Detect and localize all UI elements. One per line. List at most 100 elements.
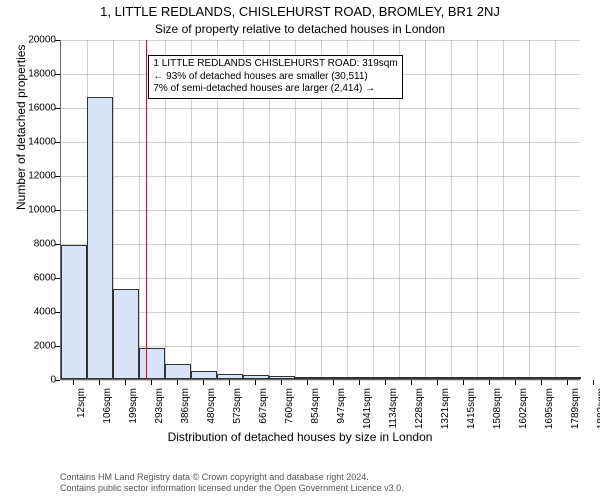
grid-line-v (451, 40, 452, 379)
y-tick-label: 6000 (34, 273, 56, 284)
histogram-bar (139, 348, 165, 379)
x-tick-label: 199sqm (128, 388, 139, 424)
x-tick-label: 667sqm (258, 388, 269, 424)
y-tick-mark (55, 74, 60, 75)
grid-line-v (477, 40, 478, 379)
x-tick-mark (489, 380, 490, 385)
page-subtitle: Size of property relative to detached ho… (0, 22, 600, 36)
y-tick-label: 14000 (28, 137, 56, 148)
y-tick-mark (55, 108, 60, 109)
y-tick-mark (55, 278, 60, 279)
histogram-bar (165, 364, 191, 379)
histogram-bar (399, 377, 425, 379)
x-tick-mark (177, 380, 178, 385)
x-tick-mark (203, 380, 204, 385)
x-axis-label: Distribution of detached houses by size … (0, 430, 600, 444)
y-tick-label: 20000 (28, 35, 56, 46)
grid-line-h (61, 380, 580, 381)
x-tick-mark (411, 380, 412, 385)
y-tick-mark (55, 142, 60, 143)
x-tick-mark (125, 380, 126, 385)
x-tick-label: 480sqm (206, 388, 217, 424)
x-tick-mark (515, 380, 516, 385)
x-tick-label: 1602sqm (518, 388, 529, 429)
x-tick-mark (567, 380, 568, 385)
histogram-bar (269, 376, 295, 379)
x-tick-label: 573sqm (232, 388, 243, 424)
x-tick-mark (593, 380, 594, 385)
grid-line-v (529, 40, 530, 379)
chart-container: 1, LITTLE REDLANDS, CHISLEHURST ROAD, BR… (0, 0, 600, 500)
x-tick-mark (359, 380, 360, 385)
x-tick-label: 1508sqm (492, 388, 503, 429)
annotation-line: 1 LITTLE REDLANDS CHISLEHURST ROAD: 319s… (153, 58, 397, 71)
annotation-line: ← 93% of detached houses are smaller (30… (153, 71, 397, 84)
x-tick-label: 1695sqm (544, 388, 555, 429)
x-tick-mark (437, 380, 438, 385)
x-tick-mark (151, 380, 152, 385)
y-tick-mark (55, 312, 60, 313)
y-tick-mark (55, 210, 60, 211)
x-tick-mark (333, 380, 334, 385)
x-tick-label: 1882sqm (596, 388, 600, 429)
y-tick-mark (55, 380, 60, 381)
x-tick-mark (99, 380, 100, 385)
x-tick-label: 1041sqm (362, 388, 373, 429)
grid-line-v (139, 40, 140, 379)
y-tick-mark (55, 176, 60, 177)
footer-line2: Contains public sector information licen… (60, 483, 404, 493)
x-tick-label: 1321sqm (440, 388, 451, 429)
footer-attribution: Contains HM Land Registry data © Crown c… (60, 472, 404, 495)
x-tick-mark (281, 380, 282, 385)
y-tick-mark (55, 40, 60, 41)
histogram-bar (321, 377, 347, 379)
x-tick-label: 1228sqm (414, 388, 425, 429)
histogram-bar (87, 97, 113, 379)
x-tick-label: 947sqm (336, 388, 347, 424)
y-tick-label: 12000 (28, 171, 56, 182)
x-tick-mark (255, 380, 256, 385)
histogram-bar (61, 245, 87, 379)
y-tick-label: 8000 (34, 239, 56, 250)
histogram-bar (191, 371, 217, 379)
x-tick-mark (307, 380, 308, 385)
histogram-bar (113, 289, 139, 379)
x-tick-label: 386sqm (180, 388, 191, 424)
x-tick-mark (541, 380, 542, 385)
reference-line (146, 40, 147, 379)
y-axis-label: Number of detached properties (14, 45, 28, 210)
y-tick-label: 10000 (28, 205, 56, 216)
page-title: 1, LITTLE REDLANDS, CHISLEHURST ROAD, BR… (0, 4, 600, 19)
y-tick-mark (55, 244, 60, 245)
annotation-box: 1 LITTLE REDLANDS CHISLEHURST ROAD: 319s… (148, 55, 402, 99)
histogram-bar (217, 374, 243, 379)
footer-line1: Contains HM Land Registry data © Crown c… (60, 472, 369, 482)
y-tick-label: 4000 (34, 307, 56, 318)
histogram-bar (243, 375, 269, 379)
histogram-bar (425, 377, 451, 379)
x-tick-mark (385, 380, 386, 385)
histogram-bar (295, 377, 321, 379)
histogram-bar (503, 377, 529, 379)
x-tick-label: 1789sqm (570, 388, 581, 429)
y-tick-label: 16000 (28, 103, 56, 114)
x-tick-label: 1134sqm (388, 388, 399, 428)
x-tick-label: 854sqm (310, 388, 321, 424)
y-tick-mark (55, 346, 60, 347)
histogram-bar (347, 377, 373, 379)
x-tick-mark (229, 380, 230, 385)
x-tick-mark (73, 380, 74, 385)
x-tick-label: 760sqm (284, 388, 295, 424)
grid-line-v (425, 40, 426, 379)
x-tick-mark (463, 380, 464, 385)
x-tick-label: 106sqm (102, 388, 113, 424)
histogram-bar (529, 377, 555, 379)
y-tick-label: 2000 (34, 341, 56, 352)
histogram-bar (555, 377, 581, 379)
grid-line-v (555, 40, 556, 379)
histogram-bar (451, 377, 477, 379)
grid-line-v (503, 40, 504, 379)
histogram-bar (373, 377, 399, 379)
y-tick-label: 18000 (28, 69, 56, 80)
histogram-bar (477, 377, 503, 379)
